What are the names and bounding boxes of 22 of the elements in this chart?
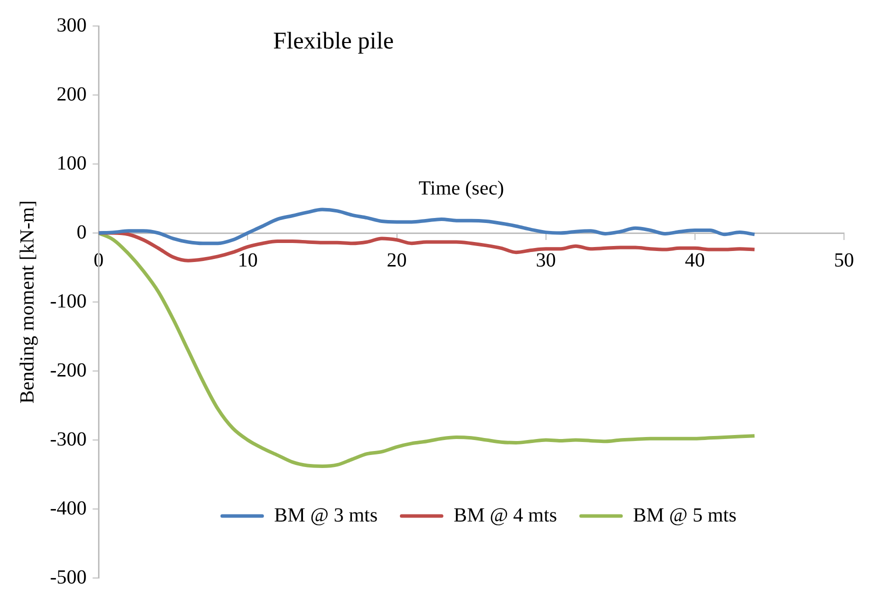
- y-tick-label: -500: [50, 566, 87, 588]
- legend-label: BM @ 4 mts: [454, 504, 558, 526]
- y-axis-title: Bending moment [kN-m]: [16, 200, 38, 404]
- y-tick-label: -400: [50, 497, 87, 520]
- legend-label: BM @ 5 mts: [633, 504, 737, 526]
- y-tick-label: -200: [50, 359, 87, 382]
- x-tick-label: 50: [834, 249, 854, 272]
- line-series: [98, 208, 756, 246]
- legend-label: BM @ 3 mts: [274, 504, 378, 526]
- chart-title: Flexible pile: [273, 28, 394, 54]
- y-tick-label: 300: [56, 14, 87, 36]
- y-tick-label: -300: [50, 428, 87, 450]
- x-tick-label: 40: [684, 249, 705, 272]
- y-tick-label: 200: [56, 83, 87, 106]
- y-tick-label: 0: [76, 221, 87, 244]
- x-tick-label: 30: [536, 249, 556, 272]
- x-axis-title: Time (sec): [418, 177, 504, 200]
- x-tick-label: 10: [238, 249, 258, 272]
- y-tick-label: -100: [50, 290, 87, 312]
- x-tick-label: 0: [94, 249, 104, 272]
- x-tick-label: 20: [386, 249, 407, 272]
- y-tick-label: 100: [56, 152, 87, 174]
